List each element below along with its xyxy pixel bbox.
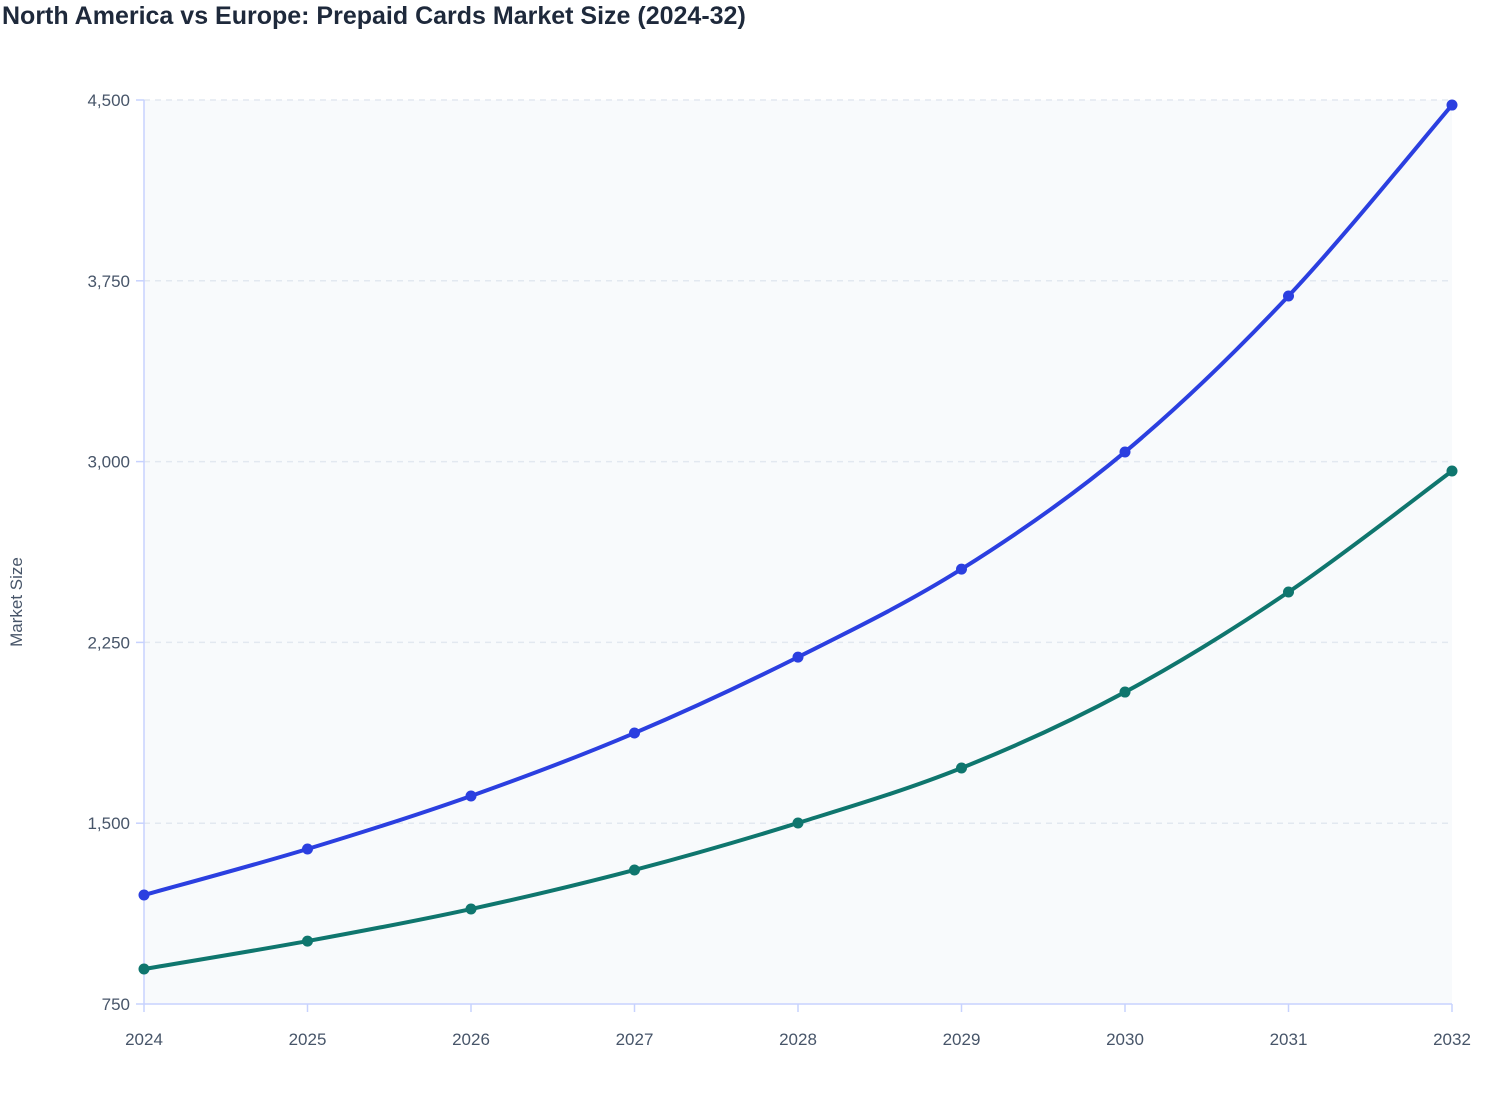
data-point [1446, 465, 1458, 477]
data-point [465, 790, 477, 802]
data-point [629, 727, 640, 739]
data-point [1283, 586, 1294, 598]
y-tick-label: 3,000 [87, 453, 130, 472]
data-point [1119, 686, 1131, 698]
series-line-0 [142, 103, 1454, 898]
x-tick-label: 2028 [779, 1030, 817, 1049]
x-tick-label: 2030 [1106, 1030, 1144, 1049]
data-point [138, 963, 150, 975]
data-point [138, 889, 150, 901]
x-tick-label: 2025 [289, 1030, 327, 1049]
y-tick-label: 3,750 [87, 272, 130, 291]
data-point [302, 843, 313, 855]
data-point [956, 762, 967, 774]
x-tick-label: 2029 [943, 1030, 981, 1049]
data-point [1446, 99, 1458, 111]
data-point [792, 817, 804, 829]
series-line-1 [142, 469, 1454, 972]
x-tick-label: 2032 [1433, 1030, 1471, 1049]
data-point [302, 935, 313, 947]
data-point [1283, 290, 1294, 302]
x-tick-label: 2026 [452, 1030, 490, 1049]
x-tick-label: 2031 [1270, 1030, 1308, 1049]
x-tick-label: 2027 [616, 1030, 654, 1049]
data-point [1119, 446, 1131, 458]
y-tick-label: 1,500 [87, 814, 130, 833]
chart-title: North America vs Europe: Prepaid Cards M… [2, 2, 746, 30]
y-tick-label: 2,250 [87, 633, 130, 652]
y-axis-label: Market Size [7, 557, 26, 647]
data-point [465, 903, 477, 915]
plot-area [144, 100, 1452, 1004]
x-tick-label: 2024 [125, 1030, 163, 1049]
y-tick-label: 750 [102, 995, 130, 1014]
data-point [792, 651, 804, 663]
data-point [629, 864, 640, 876]
y-tick-label: 4,500 [87, 91, 130, 110]
data-point [956, 563, 967, 575]
